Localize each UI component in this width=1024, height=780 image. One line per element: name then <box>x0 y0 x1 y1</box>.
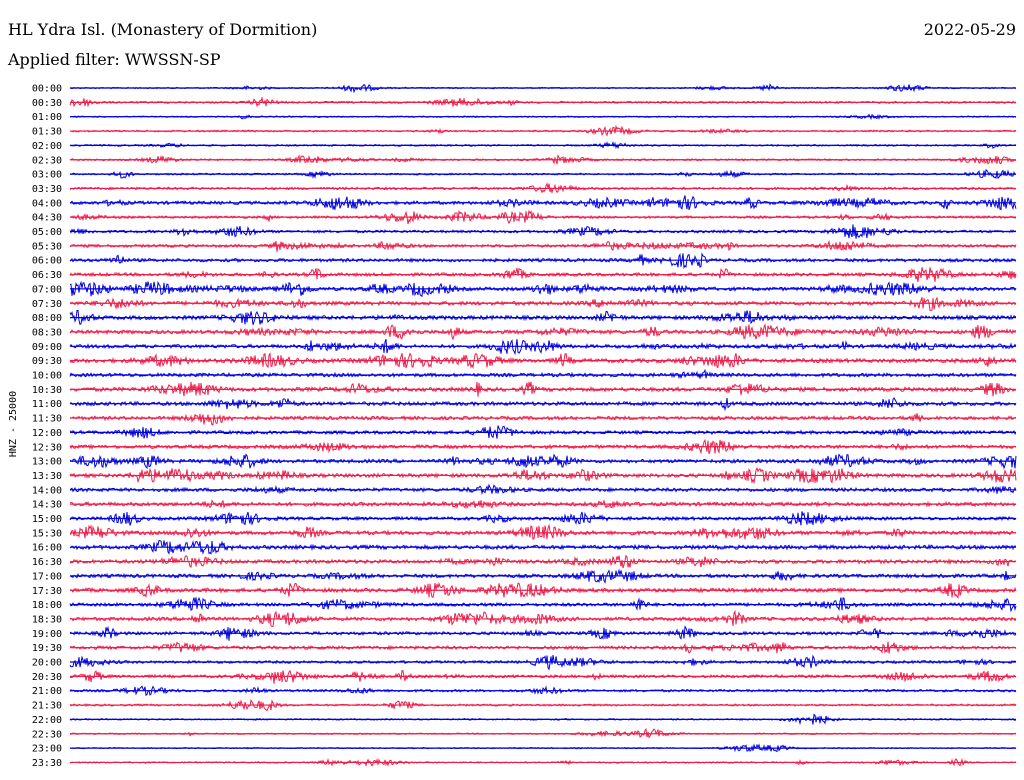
row-time-label: 11:00 <box>32 399 62 410</box>
row-time-label: 17:30 <box>32 586 62 597</box>
trace-line <box>69 323 1017 341</box>
trace-line <box>69 397 1017 412</box>
row-time-label: 05:30 <box>32 241 62 252</box>
applied-filter: Applied filter: WWSSN-SP <box>8 50 221 69</box>
row-time-label: 13:00 <box>32 457 62 468</box>
row-time-label: 08:00 <box>32 313 62 324</box>
station-title: HL Ydra Isl. (Monastery of Dormition) <box>8 20 318 39</box>
row-time-label: 09:30 <box>32 356 62 367</box>
row-time-label: 07:00 <box>32 284 62 295</box>
row-time-label: 10:30 <box>32 385 62 396</box>
row-time-label: 15:30 <box>32 528 62 539</box>
row-time-label: 21:00 <box>32 686 62 697</box>
row-time-label: 06:00 <box>32 256 62 267</box>
row-time-label: 02:30 <box>32 155 62 166</box>
row-time-label: 14:00 <box>32 485 62 496</box>
row-time-label: 20:00 <box>32 658 62 669</box>
row-time-label: 00:00 <box>32 84 62 95</box>
trace-line <box>69 296 1017 312</box>
row-time-label: 02:00 <box>32 141 62 152</box>
row-time-label: 13:30 <box>32 471 62 482</box>
row-time-label: 11:30 <box>32 414 62 425</box>
row-time-label: 09:00 <box>32 342 62 353</box>
row-time-label: 19:30 <box>32 643 62 654</box>
row-time-label: 22:30 <box>32 729 62 740</box>
record-date: 2022-05-29 <box>923 20 1016 39</box>
row-time-label: 16:00 <box>32 543 62 554</box>
row-time-label: 22:00 <box>32 715 62 726</box>
row-time-label: 12:30 <box>32 442 62 453</box>
row-time-label: 21:30 <box>32 701 62 712</box>
row-time-label: 01:30 <box>32 127 62 138</box>
row-time-label: 23:30 <box>32 758 62 769</box>
row-time-label: 01:00 <box>32 112 62 123</box>
row-time-label: 20:30 <box>32 672 62 683</box>
y-axis-label: HNZ - 25000 <box>8 391 19 457</box>
row-label-group: 00:00 00:30 01:00 01:30 02:00 02:30 03:00 03:30… <box>32 84 62 769</box>
trace-line <box>69 413 1017 426</box>
row-time-label: 07:30 <box>32 299 62 310</box>
trace-line <box>69 453 1017 470</box>
row-time-label: 03:00 <box>32 170 62 181</box>
row-time-label: 05:00 <box>32 227 62 238</box>
row-time-label: 18:30 <box>32 614 62 625</box>
row-time-label: 00:30 <box>32 98 62 109</box>
row-time-label: 16:30 <box>32 557 62 568</box>
row-time-label: 08:30 <box>32 327 62 338</box>
row-time-label: 04:30 <box>32 213 62 224</box>
row-time-label: 17:00 <box>32 571 62 582</box>
trace-line <box>69 252 1016 270</box>
row-time-label: 23:00 <box>32 744 62 755</box>
row-time-label: 10:00 <box>32 371 62 382</box>
row-time-label: 15:00 <box>32 514 62 525</box>
trace-line <box>69 368 1017 380</box>
row-time-label: 18:00 <box>32 600 62 611</box>
row-time-label: 04:00 <box>32 198 62 209</box>
row-time-label: 19:00 <box>32 629 62 640</box>
row-time-label: 14:30 <box>32 500 62 511</box>
trace-group <box>69 83 1017 767</box>
row-time-label: 12:00 <box>32 428 62 439</box>
row-time-label: 03:30 <box>32 184 62 195</box>
row-time-label: 06:30 <box>32 270 62 281</box>
trace-line <box>69 669 1017 684</box>
